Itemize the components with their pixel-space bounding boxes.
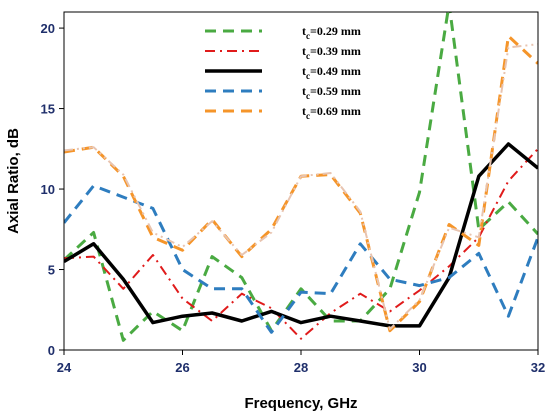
x-tick-label: 26 [175,360,189,375]
y-tick-label: 5 [48,263,55,278]
y-tick-label: 20 [41,21,55,36]
series-line-3 [64,142,538,328]
x-tick-label: 24 [57,360,72,375]
y-tick-label: 0 [48,343,55,358]
series-line-1 [64,12,538,342]
series-line-5 [64,34,538,333]
legend-label-5: tc=0.69 mm [302,104,361,121]
legend-label-3: tc=0.49 mm [302,64,361,81]
series-lines [64,12,538,342]
legend-label-1: tc=0.29 mm [302,24,361,41]
x-axis-title: Frequency, GHz [244,395,357,412]
x-tick-label: 32 [531,360,545,375]
legend-label-4: tc=0.59 mm [302,84,361,101]
series-line-4 [64,184,538,334]
legend-label-2: tc=0.39 mm [302,44,361,61]
y-tick-label: 10 [41,182,55,197]
x-tick-label: 28 [294,360,308,375]
series-line-6 [64,43,538,331]
y-tick-label: 15 [41,102,55,117]
y-axis-title: Axial Ratio, dB [5,128,22,234]
x-tick-label: 30 [412,360,426,375]
legend: tc=0.29 mm tc=0.39 mm tc=0.49 mm tc=0.59 mm… [205,24,361,121]
series-line-2 [64,148,538,340]
